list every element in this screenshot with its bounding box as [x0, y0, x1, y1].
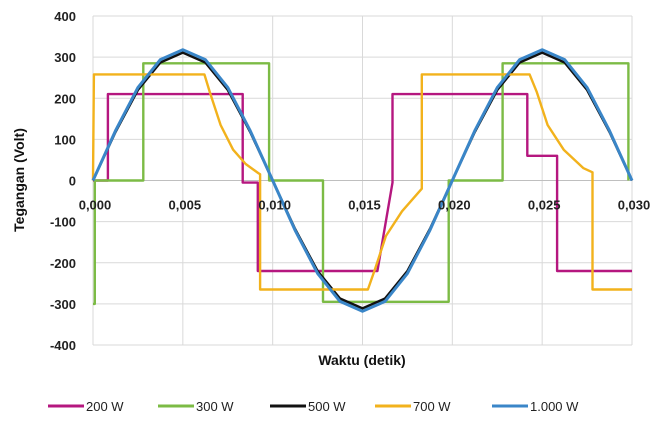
y-tick-label: 400 — [54, 9, 76, 24]
legend-label-200-w: 200 W — [86, 399, 124, 414]
series-line-300-w — [93, 62, 630, 306]
x-tick-label: 0,025 — [528, 198, 561, 213]
x-tick-label: 0,020 — [438, 198, 471, 213]
series-line-700-w — [91, 73, 632, 291]
series-layer — [91, 48, 634, 313]
series-line-500-w — [91, 51, 634, 310]
y-tick-label: 300 — [54, 50, 76, 65]
legend-label-300-w: 300 W — [196, 399, 234, 414]
legend-label-700-w: 700 W — [413, 399, 451, 414]
y-axis-title: Tegangan (Volt) — [11, 128, 27, 232]
y-tick-label: -200 — [50, 256, 76, 271]
x-axis-title: Waktu (detik) — [318, 352, 405, 368]
y-tick-label: -400 — [50, 338, 76, 353]
y-tick-label: 200 — [54, 91, 76, 106]
legend: 200 W 300 W 500 W 700 W 1.000 W — [48, 399, 579, 414]
y-tick-label: -300 — [50, 297, 76, 312]
series-line-200-w — [93, 92, 632, 273]
y-tick-label: 0 — [69, 174, 76, 189]
y-tick-label: 100 — [54, 132, 76, 147]
x-tick-label: 0,005 — [169, 198, 202, 213]
x-tick-label: 0,030 — [618, 198, 651, 213]
y-tick-labels: -400 -300 -200 -100 0 100 200 300 400 — [50, 9, 76, 353]
y-tick-label: -100 — [50, 215, 76, 230]
x-tick-label: 0,000 — [79, 198, 112, 213]
x-tick-label: 0,015 — [348, 198, 381, 213]
grid-lines — [92, 15, 633, 346]
x-tick-labels: 0,000 0,005 0,010 0,015 0,020 0,025 0,030 — [79, 198, 651, 213]
series-line-1-000-w — [91, 48, 634, 313]
legend-label-1-000-w: 1.000 W — [530, 399, 579, 414]
x-tick-label: 0,010 — [258, 198, 291, 213]
legend-label-500-w: 500 W — [308, 399, 346, 414]
